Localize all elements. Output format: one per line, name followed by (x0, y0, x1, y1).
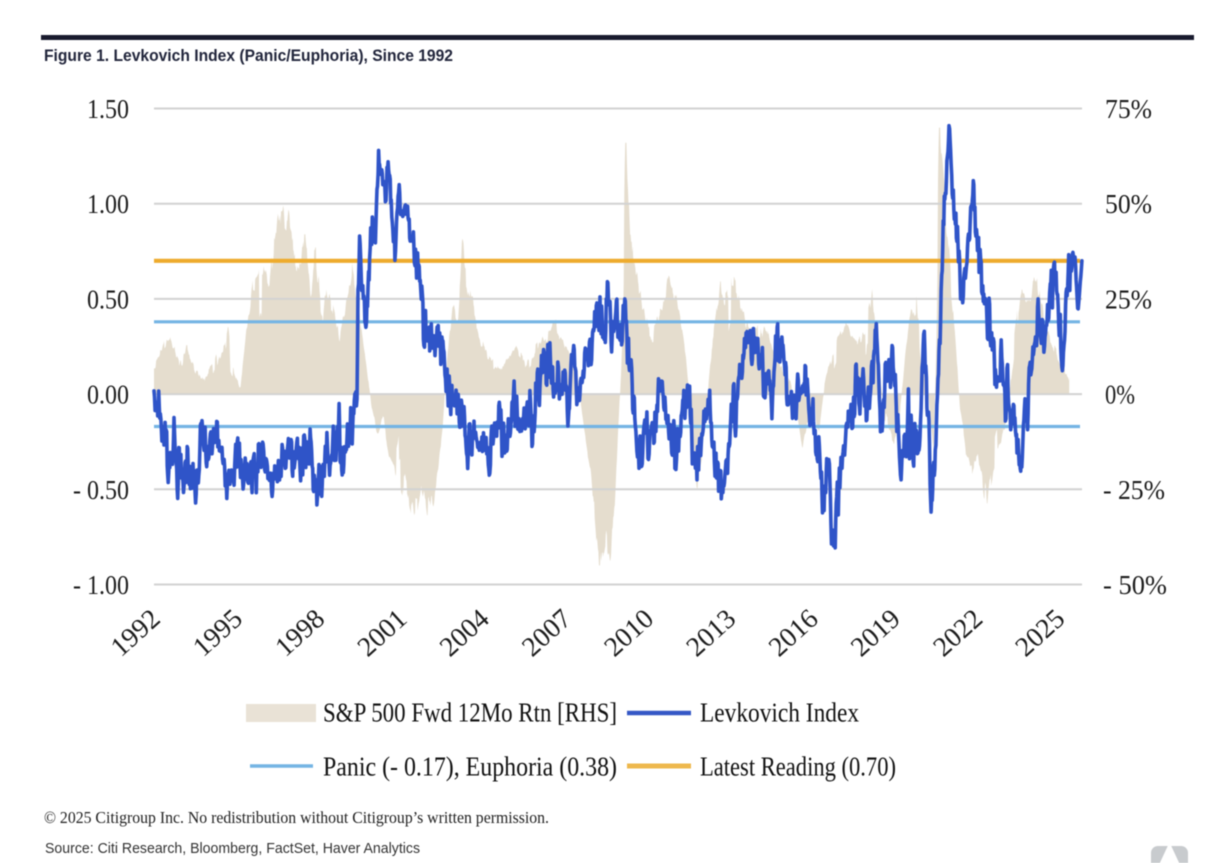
svg-text:Panic (- 0.17), Euphoria (0.38: Panic (- 0.17), Euphoria (0.38) (323, 752, 617, 782)
svg-text:75%: 75% (1105, 94, 1152, 124)
svg-text:Source: Citi Research, Bloombe: Source: Citi Research, Bloomberg, FactSe… (45, 840, 420, 857)
svg-text:0.00: 0.00 (87, 380, 129, 410)
svg-text:50%: 50% (1105, 189, 1152, 219)
svg-text:25%: 25% (1105, 284, 1152, 314)
svg-text:- 25%: - 25% (1103, 475, 1165, 505)
svg-text:1.00: 1.00 (87, 189, 129, 219)
svg-text:- 0.50: - 0.50 (73, 475, 129, 505)
svg-text:S&P 500 Fwd 12Mo Rtn [RHS]: S&P 500 Fwd 12Mo Rtn [RHS] (323, 698, 617, 728)
svg-text:- 1.00: - 1.00 (73, 570, 129, 600)
svg-text:Latest Reading (0.70): Latest Reading (0.70) (700, 752, 896, 782)
svg-text:1.50: 1.50 (87, 94, 129, 124)
svg-text:- 50%: - 50% (1103, 570, 1167, 600)
svg-text:Levkovich Index: Levkovich Index (700, 698, 859, 728)
svg-text:© 2025 Citigroup Inc. No redis: © 2025 Citigroup Inc. No redistribution … (44, 808, 549, 827)
svg-text:0.50: 0.50 (87, 284, 129, 314)
svg-text:0%: 0% (1105, 380, 1135, 410)
svg-text:Figure 1. Levkovich Index (Pan: Figure 1. Levkovich Index (Panic/Euphori… (44, 46, 453, 65)
